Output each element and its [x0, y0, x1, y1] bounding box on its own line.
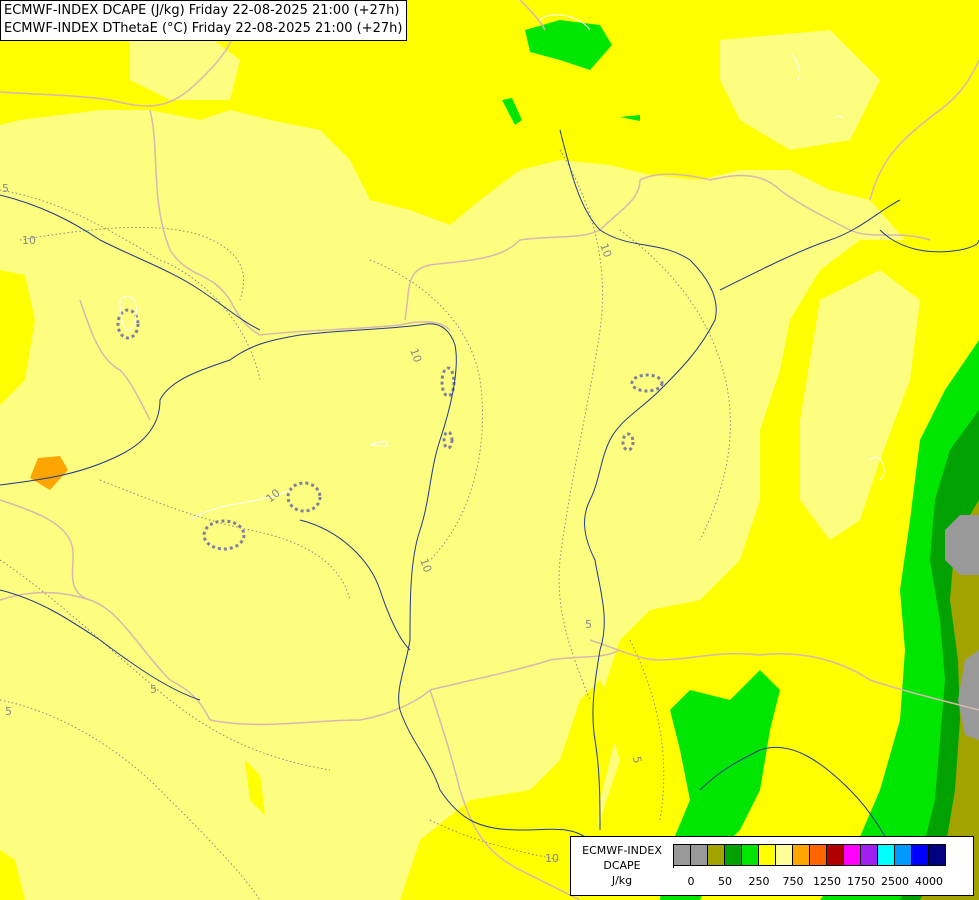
legend-swatch [674, 845, 691, 866]
legend-unit: J/kg [611, 874, 633, 887]
dcape-field-green-north-2 [502, 98, 522, 125]
dcape-field-green-north-3 [620, 115, 640, 121]
legend-swatch [878, 845, 895, 866]
legend-swatch [895, 845, 912, 866]
legend-title-line1: ECMWF-INDEX [582, 844, 662, 857]
legend-title-line2: DCAPE [603, 859, 641, 872]
legend-swatch [861, 845, 878, 866]
dcape-field-yellow-south [400, 680, 620, 900]
contour-label-group: 5 10 10 10 10 5 5 5 10 10 5 [2, 182, 644, 865]
dcape-field-grey-east [945, 515, 979, 575]
contour-label: 10 [545, 852, 559, 865]
contour-label: 10 [417, 557, 434, 575]
legend-swatch [793, 845, 810, 866]
legend-swatches [673, 844, 946, 868]
dcape-field-yellow-south-2 [245, 760, 265, 815]
dthetae-contours [0, 149, 731, 900]
contour-label: 10 [22, 234, 36, 247]
legend-swatch [912, 845, 929, 866]
legend-swatch [929, 845, 946, 866]
legend-swatch [810, 845, 827, 866]
legend-tick-label: 2500 [881, 875, 909, 888]
color-legend: ECMWF-INDEX DCAPE J/kg 0 50 250 750 1250 1750… [570, 836, 974, 896]
legend-swatch [844, 845, 861, 866]
dcape-field-pale-east-pocket [800, 270, 920, 540]
legend-tick-label: 4000 [915, 875, 943, 888]
title-line-dthetae: ECMWF-INDEX DThetaE (°C) Friday 22-08-20… [4, 21, 403, 36]
legend-tick-label: 250 [748, 875, 770, 888]
contour-label: 5 [5, 705, 12, 718]
legend-swatch [827, 845, 844, 866]
dcape-field-yellow-southwest [0, 850, 25, 900]
legend-tick-label: 0 [687, 875, 695, 888]
legend-tick-label: 1750 [847, 875, 875, 888]
legend-swatch [708, 845, 725, 866]
legend-swatch [725, 845, 742, 866]
contour-label: 5 [630, 755, 644, 764]
legend-title: ECMWF-INDEX DCAPE J/kg [573, 843, 671, 888]
title-line-dcape: ECMWF-INDEX DCAPE (J/kg) Friday 22-08-20… [4, 3, 400, 18]
contour-label: 5 [585, 618, 592, 631]
contour-label: 5 [150, 683, 157, 696]
map-title-box: ECMWF-INDEX DCAPE (J/kg) Friday 22-08-20… [0, 0, 408, 41]
dcape-field-pale-north-patch [130, 30, 240, 100]
dcape-field-grey-east-2 [958, 650, 979, 740]
legend-tick-label: 1250 [813, 875, 841, 888]
legend-swatch [691, 845, 708, 866]
contour-label: 10 [597, 242, 614, 260]
dcape-field-olive-east [920, 500, 979, 900]
legend-swatch [759, 845, 776, 866]
white-contours [119, 14, 885, 521]
contour-label: 10 [407, 347, 424, 365]
dcape-field-green-north [525, 20, 612, 70]
contour-label: 5 [2, 182, 9, 195]
dthetae-closed-contours [116, 308, 664, 551]
legend-tick-label: 50 [718, 875, 732, 888]
legend-swatch [776, 845, 793, 866]
legend-swatch [742, 845, 759, 866]
legend-ticks: 0 50 250 750 1250 1750 2500 4000 [673, 875, 979, 889]
rivers [0, 129, 979, 871]
dcape-field-yellow-west [0, 270, 35, 405]
dcape-field-pale-north-patch-2 [720, 30, 880, 150]
dcape-field-orange-west [30, 456, 68, 490]
legend-tick-label: 750 [782, 875, 804, 888]
